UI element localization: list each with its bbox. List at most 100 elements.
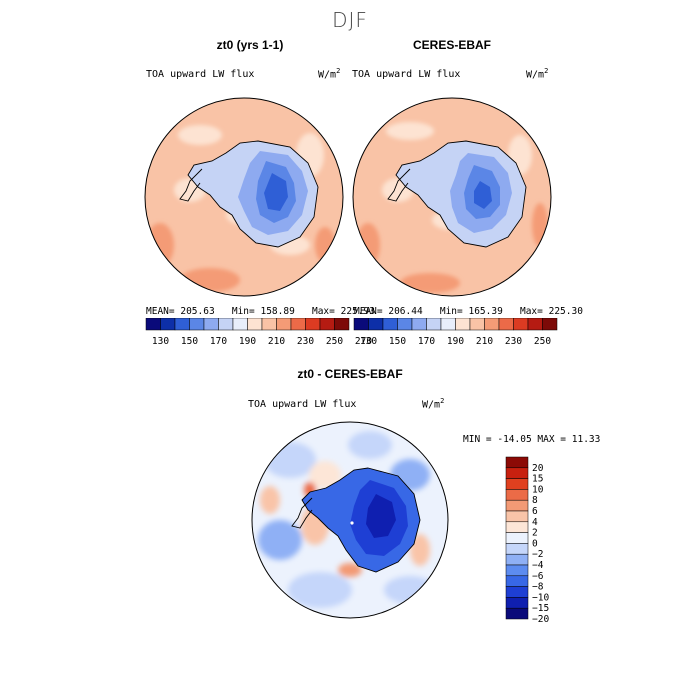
diff-colorbar-tick-label: 0 [532, 538, 538, 549]
diff-colorbar-swatch [505, 553, 529, 566]
diff-colorbar-swatch [505, 607, 529, 620]
colorbar-model-swatch [334, 318, 350, 331]
colorbar-model-swatch [160, 318, 176, 331]
colorbar-obs-tick-label: 230 [505, 336, 522, 347]
colorbar-obs-swatch [513, 318, 529, 331]
obs-map-antarctica [387, 140, 527, 248]
diff-colorbar-tick-label: 15 [532, 474, 543, 485]
colorbar-obs: 130 150 170 190 210 230 250 270 [353, 318, 558, 347]
colorbar-obs-swatch [397, 318, 413, 331]
colorbar-obs-swatch [498, 318, 514, 331]
colorbar-model-swatch [305, 318, 321, 331]
obs-map [352, 97, 552, 297]
diff-colorbar-tick-label: 8 [532, 495, 538, 506]
diff-variable-label: TOA upward LW flux [248, 399, 357, 410]
colorbar-model-tick-label: 270 [355, 336, 372, 347]
colorbar-model-swatch [261, 318, 277, 331]
colorbar-obs-tick-label: 250 [534, 336, 551, 347]
diff-colorbar-tick-label: 2 [532, 528, 538, 539]
model-map-antarctica [179, 140, 319, 248]
diff-colorbar-tick-label: 20 [532, 463, 544, 474]
diff-colorbar-tick-label: 4 [532, 517, 538, 528]
colorbar-obs-tick-label: 190 [447, 336, 464, 347]
colorbar-obs-swatch [484, 318, 500, 331]
panel-2-variable-label: TOA upward LW flux [352, 69, 461, 80]
model-map [144, 97, 344, 297]
colorbar-model-swatch [189, 318, 205, 331]
colorbar-obs-swatch [527, 318, 543, 331]
colorbar-model-swatch [319, 318, 335, 331]
diff-colorbar-tick-label: 10 [532, 484, 544, 495]
diff-colorbar-swatch [505, 564, 529, 577]
colorbar-obs-swatch [440, 318, 456, 331]
diff-colorbar-tick-label: 6 [532, 506, 538, 517]
diff-colorbar-tick-label: −2 [532, 549, 543, 560]
diff-units-label: W/m2 [422, 397, 445, 411]
colorbar-model-tick-label: 210 [268, 336, 285, 347]
diff-colorbar-swatch [505, 575, 529, 587]
top-maps-canvas [144, 97, 552, 297]
horizontal-colorbars: 130 150 170 190 210 230 250 270 130 150 170 190 210… [145, 318, 558, 347]
colorbar-model-swatch [218, 318, 234, 331]
panel-1-variable-label: TOA upward LW flux [146, 69, 255, 80]
panel-2-stats: MEAN= 206.44 Min= 165.39 Max= 225.30 [354, 306, 583, 317]
colorbar-obs-swatch [426, 318, 442, 331]
colorbar-model-swatch [145, 318, 161, 331]
colorbar-obs-tick-label: 170 [418, 336, 435, 347]
colorbar-obs-swatch [368, 318, 384, 331]
diff-colorbar-swatch [505, 597, 529, 609]
diff-map [251, 421, 449, 619]
colorbar-obs-swatch [382, 318, 398, 331]
diff-colorbar-swatch [505, 456, 529, 469]
colorbar-model-swatch [174, 318, 190, 331]
diff-colorbar-tick-label: −6 [532, 571, 544, 582]
colorbar-model-swatch [276, 318, 292, 331]
diff-colorbar-swatch [505, 586, 529, 598]
diff-colorbar-swatch [505, 510, 529, 523]
obs-map-border [352, 97, 552, 297]
diff-colorbar-tick-label: −20 [532, 614, 549, 625]
diff-colorbar-swatch [505, 467, 529, 479]
diff-map-antarctica [291, 467, 421, 573]
colorbar-model-swatch [290, 318, 306, 331]
colorbar-model: 130 150 170 190 210 230 250 270 [145, 318, 372, 347]
panel-2-units-label: W/m2 [526, 67, 549, 81]
figure-title: DJF [332, 8, 368, 32]
colorbar-obs-swatch [469, 318, 485, 331]
diff-colorbar-tick-label: −15 [532, 603, 549, 614]
colorbar-obs-swatch [542, 318, 558, 331]
diff-colorbar-swatch [505, 499, 529, 512]
diff-stats: MIN = -14.05 MAX = 11.33 [463, 434, 601, 445]
diff-map-border [251, 421, 449, 619]
panel-1-title: zt0 (yrs 1-1) [216, 38, 284, 52]
diff-colorbar-tick-label: −4 [532, 560, 544, 571]
colorbar-model-tick-label: 230 [297, 336, 314, 347]
colorbar-obs-swatch [353, 318, 369, 331]
colorbar-obs-tick-label: 130 [360, 336, 377, 347]
model-map-border [144, 97, 344, 297]
panel-1-stats: MEAN= 205.63 Min= 158.89 Max= 225.93 [146, 306, 375, 317]
colorbar-model-tick-label: 130 [152, 336, 169, 347]
diff-colorbar-swatch [505, 521, 529, 533]
colorbar-model-tick-label: 190 [239, 336, 256, 347]
diff-colorbar-tick-label: −8 [532, 582, 544, 593]
panel-1-units-label: W/m2 [318, 67, 341, 81]
colorbar-model-tick-label: 250 [326, 336, 343, 347]
colorbar-obs-swatch [455, 318, 471, 331]
diff-colorbar-swatch [505, 489, 529, 501]
diff-colorbar-swatch [505, 543, 529, 555]
colorbar-model-tick-label: 170 [210, 336, 227, 347]
diff-colorbar-tick-label: −10 [532, 592, 549, 603]
diff-colorbar-swatch [505, 532, 529, 544]
colorbar-obs-tick-label: 150 [389, 336, 406, 347]
diff-panel-title: zt0 - CERES-EBAF [297, 367, 403, 381]
colorbar-obs-tick-label: 210 [476, 336, 493, 347]
colorbar-model-swatch [203, 318, 219, 331]
colorbar-model-tick-label: 150 [181, 336, 198, 347]
colorbar-obs-swatch [411, 318, 427, 331]
panel-2-title: CERES-EBAF [412, 38, 491, 52]
diff-colorbar-swatch [505, 478, 529, 490]
colorbar-model-swatch [247, 318, 263, 331]
colorbar-model-swatch [232, 318, 248, 331]
